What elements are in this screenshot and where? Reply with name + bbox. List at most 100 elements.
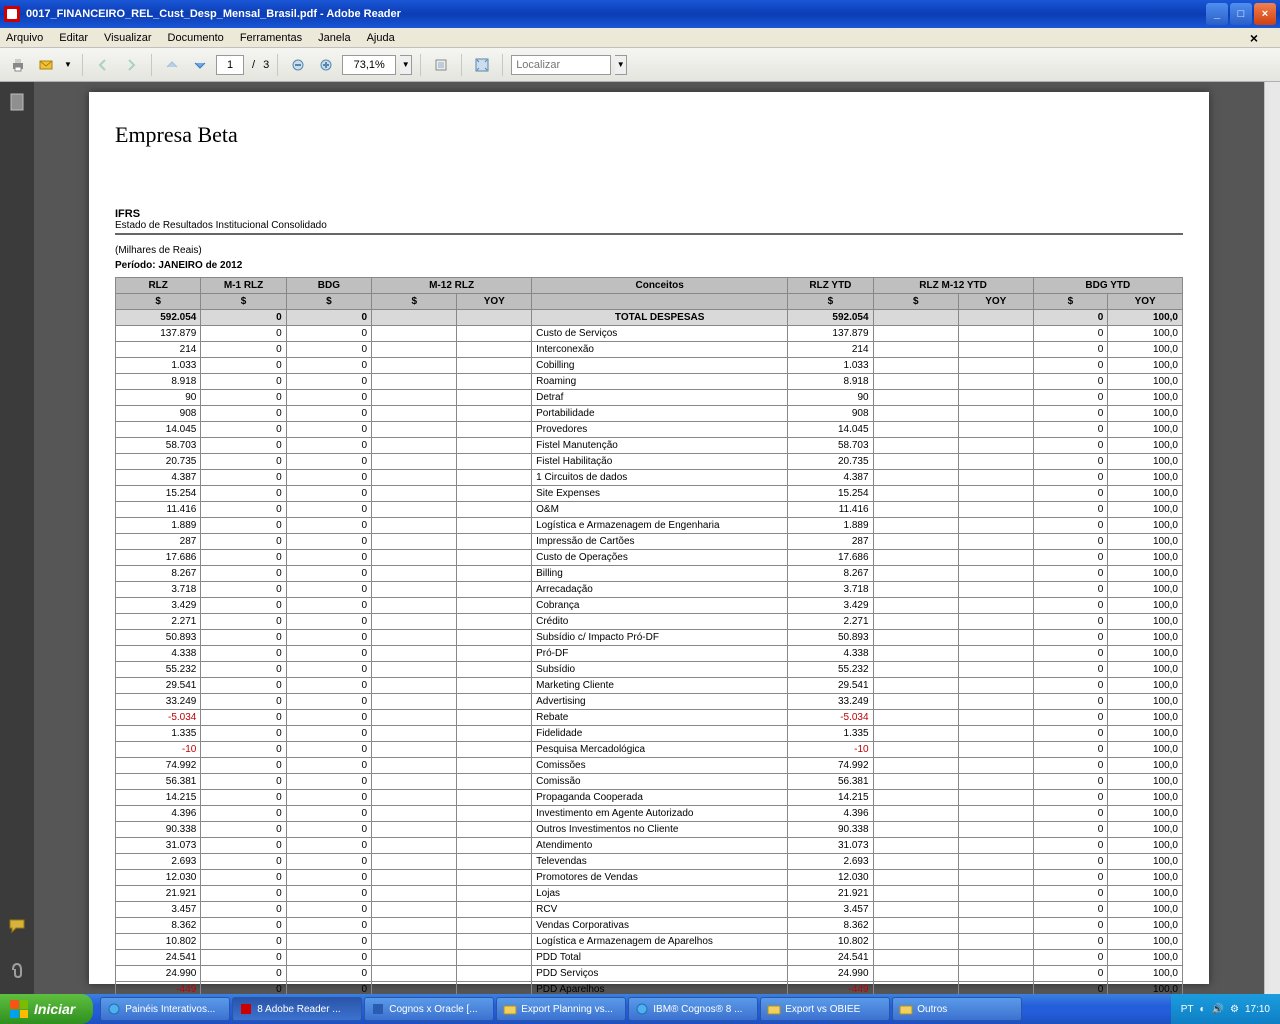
- pdf-page: Empresa Beta IFRS Estado de Resultados I…: [89, 92, 1209, 984]
- report-table: RLZ M-1 RLZ BDG M-12 RLZ Conceitos RLZ Y…: [115, 277, 1183, 994]
- table-row: 1.88900Logística e Armazenagem de Engenh…: [116, 518, 1183, 534]
- ifrs-label: IFRS: [115, 208, 1183, 220]
- table-row: 8.91800Roaming8.9180100,0: [116, 374, 1183, 390]
- table-row: 56.38100Comissão56.3810100,0: [116, 774, 1183, 790]
- table-row: 3.45700RCV3.4570100,0: [116, 902, 1183, 918]
- document-area[interactable]: Empresa Beta IFRS Estado de Resultados I…: [34, 82, 1264, 994]
- taskbar-item[interactable]: 8 Adobe Reader ...: [232, 997, 362, 1021]
- table-row: 28700Impressão de Cartões2870100,0: [116, 534, 1183, 550]
- email-button[interactable]: [34, 53, 58, 77]
- page-down-button[interactable]: [188, 53, 212, 77]
- taskbar-item[interactable]: Outros: [892, 997, 1022, 1021]
- total-row: 592.05400TOTAL DESPESAS592.0540100,0: [116, 310, 1183, 326]
- task-icon: [503, 1002, 517, 1016]
- menu-bar: Arquivo Editar Visualizar Documento Ferr…: [0, 28, 1280, 48]
- zoom-out-button[interactable]: [286, 53, 310, 77]
- zoom-dropdown[interactable]: ▼: [400, 55, 412, 75]
- currency-note: (Milhares de Reais): [115, 245, 1183, 256]
- minimize-button[interactable]: _: [1206, 3, 1228, 25]
- search-dropdown[interactable]: ▼: [615, 55, 627, 75]
- table-row: 4.33800Pró-DF4.3380100,0: [116, 646, 1183, 662]
- taskbar-item[interactable]: Cognos x Oracle [...: [364, 997, 494, 1021]
- task-icon: [107, 1002, 121, 1016]
- page-total: 3: [263, 59, 269, 71]
- vertical-scrollbar[interactable]: [1264, 82, 1280, 994]
- table-row: 50.89300Subsídio c/ Impacto Pró-DF50.893…: [116, 630, 1183, 646]
- table-row: 3.71800Arrecadação3.7180100,0: [116, 582, 1183, 598]
- table-row: 4.39600Investimento em Agente Autorizado…: [116, 806, 1183, 822]
- attachments-panel-icon[interactable]: [7, 960, 27, 980]
- table-row: 17.68600Custo de Operações17.6860100,0: [116, 550, 1183, 566]
- taskbar-item[interactable]: Export Planning vs...: [496, 997, 626, 1021]
- tray-clock: 17:10: [1245, 1004, 1270, 1015]
- table-row: 15.25400Site Expenses15.2540100,0: [116, 486, 1183, 502]
- zoom-in-button[interactable]: [314, 53, 338, 77]
- table-row: 2.69300Televendas2.6930100,0: [116, 854, 1183, 870]
- maximize-button[interactable]: □: [1230, 3, 1252, 25]
- page-up-button[interactable]: [160, 53, 184, 77]
- page-number-input[interactable]: [216, 55, 244, 75]
- table-row: 21.92100Lojas21.9210100,0: [116, 886, 1183, 902]
- print-button[interactable]: [6, 53, 30, 77]
- tray-icon: ⚙: [1230, 1004, 1239, 1015]
- table-row: 8.36200Vendas Corporativas8.3620100,0: [116, 918, 1183, 934]
- fit-page-button[interactable]: [470, 53, 494, 77]
- tray-icon: ◐: [1200, 1004, 1206, 1015]
- comments-panel-icon[interactable]: [7, 916, 27, 936]
- table-row: 1.03300Cobilling1.0330100,0: [116, 358, 1183, 374]
- menu-visualizar[interactable]: Visualizar: [104, 32, 152, 44]
- menu-close-icon[interactable]: ×: [1250, 30, 1258, 46]
- table-row: 20.73500Fistel Habilitação20.7350100,0: [116, 454, 1183, 470]
- search-input[interactable]: [511, 55, 611, 75]
- taskbar-item[interactable]: Painéis Interativos...: [100, 997, 230, 1021]
- zoom-input[interactable]: [342, 55, 396, 75]
- header-row-1: RLZ M-1 RLZ BDG M-12 RLZ Conceitos RLZ Y…: [116, 278, 1183, 294]
- task-icon: [371, 1002, 385, 1016]
- table-row: 8.26700Billing8.2670100,0: [116, 566, 1183, 582]
- prev-view-button[interactable]: [91, 53, 115, 77]
- table-row: 74.99200Comissões74.9920100,0: [116, 758, 1183, 774]
- pdf-file-icon: [4, 6, 20, 22]
- table-row: 33.24900Advertising33.2490100,0: [116, 694, 1183, 710]
- table-row: -44900PDD Aparelhos-4490100,0: [116, 982, 1183, 995]
- next-view-button[interactable]: [119, 53, 143, 77]
- table-row: 1.33500Fidelidade1.3350100,0: [116, 726, 1183, 742]
- tray-icon: 🔊: [1212, 1004, 1224, 1015]
- table-row: 12.03000Promotores de Vendas12.0300100,0: [116, 870, 1183, 886]
- table-row: 11.41600O&M11.4160100,0: [116, 502, 1183, 518]
- menu-arquivo[interactable]: Arquivo: [6, 32, 43, 44]
- task-icon: [239, 1002, 253, 1016]
- table-row: 3.42900Cobrança3.4290100,0: [116, 598, 1183, 614]
- menu-documento[interactable]: Documento: [168, 32, 224, 44]
- system-tray[interactable]: PT ◐ 🔊 ⚙ 17:10: [1171, 994, 1280, 1024]
- table-row: 90.33800Outros Investimentos no Cliente9…: [116, 822, 1183, 838]
- header-row-2: $ $ $ $ YOY $ $ YOY $ YOY: [116, 294, 1183, 310]
- tray-lang: PT: [1181, 1004, 1194, 1015]
- menu-ferramentas[interactable]: Ferramentas: [240, 32, 302, 44]
- fit-width-button[interactable]: [429, 53, 453, 77]
- table-row: -1000Pesquisa Mercadológica-100100,0: [116, 742, 1183, 758]
- pages-panel-icon[interactable]: [7, 92, 27, 112]
- table-row: 29.54100Marketing Cliente29.5410100,0: [116, 678, 1183, 694]
- menu-editar[interactable]: Editar: [59, 32, 88, 44]
- close-button[interactable]: ×: [1254, 3, 1276, 25]
- page-sep: /: [252, 59, 255, 71]
- table-row: 31.07300Atendimento31.0730100,0: [116, 838, 1183, 854]
- taskbar-item[interactable]: Export vs OBIEE: [760, 997, 890, 1021]
- menu-ajuda[interactable]: Ajuda: [367, 32, 395, 44]
- company-title: Empresa Beta: [115, 122, 1183, 148]
- table-row: 58.70300Fistel Manutenção58.7030100,0: [116, 438, 1183, 454]
- start-button[interactable]: Iniciar: [0, 994, 93, 1024]
- window-titlebar: 0017_FINANCEIRO_REL_Cust_Desp_Mensal_Bra…: [0, 0, 1280, 28]
- table-row: -5.03400Rebate-5.0340100,0: [116, 710, 1183, 726]
- table-row: 55.23200Subsídio55.2320100,0: [116, 662, 1183, 678]
- table-row: 24.54100PDD Total24.5410100,0: [116, 950, 1183, 966]
- task-icon: [899, 1002, 913, 1016]
- menu-janela[interactable]: Janela: [318, 32, 350, 44]
- table-row: 24.99000PDD Serviços24.9900100,0: [116, 966, 1183, 982]
- email-dropdown[interactable]: ▼: [62, 55, 74, 75]
- taskbar-item[interactable]: IBM® Cognos® 8 ...: [628, 997, 758, 1021]
- period-label: Período: JANEIRO de 2012: [115, 260, 1183, 271]
- table-row: 10.80200Logística e Armazenagem de Apare…: [116, 934, 1183, 950]
- table-row: 137.87900Custo de Serviços137.8790100,0: [116, 326, 1183, 342]
